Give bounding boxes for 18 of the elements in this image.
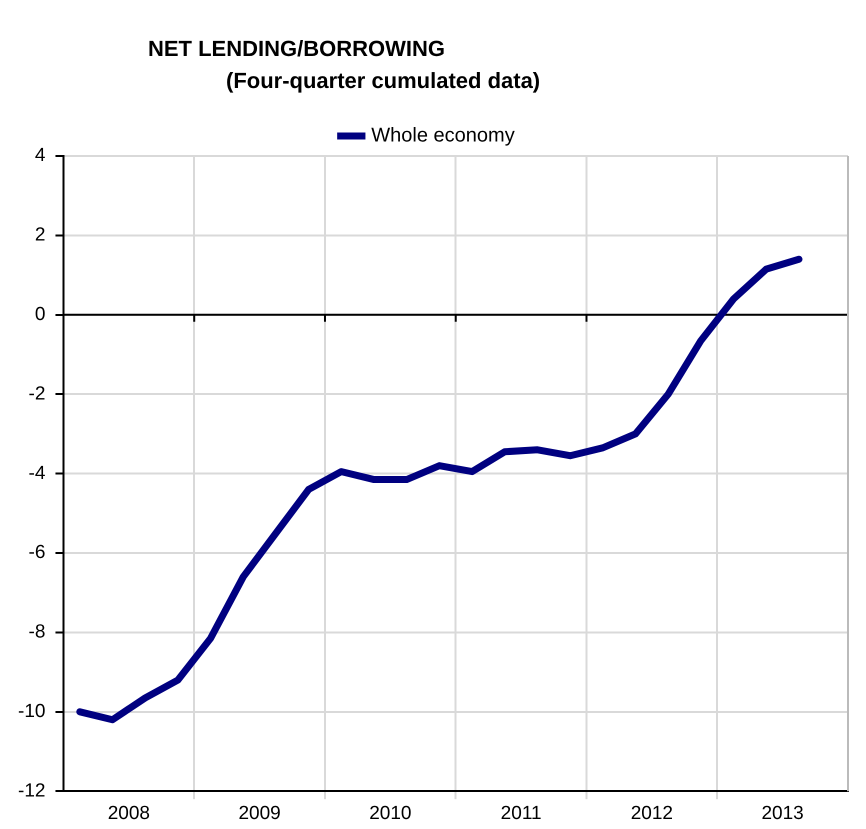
y-tick-label: 0 bbox=[34, 304, 46, 326]
y-tick-label: -10 bbox=[18, 701, 46, 722]
y-tick-label: -12 bbox=[18, 780, 46, 802]
x-tick-label: 2012 bbox=[630, 802, 674, 824]
y-tick-label: -8 bbox=[28, 622, 46, 643]
y-tick-label: -6 bbox=[28, 542, 46, 564]
chart-title: NET LENDING/BORROWING bbox=[147, 35, 446, 62]
y-tick-label: 4 bbox=[34, 145, 46, 166]
x-tick-label: 2009 bbox=[238, 802, 281, 824]
x-tick-label: 2008 bbox=[108, 802, 150, 824]
x-tick-label: 2013 bbox=[761, 802, 804, 824]
x-tick-label: 2010 bbox=[369, 802, 412, 824]
y-tick-label: 2 bbox=[34, 224, 46, 246]
y-tick-label: -2 bbox=[28, 383, 46, 404]
chart-subtitle: (Four-quarter cumulated data) bbox=[225, 67, 542, 94]
y-tick-label: -4 bbox=[28, 462, 46, 484]
legend-label: Whole economy bbox=[371, 124, 515, 147]
x-tick-label: 2011 bbox=[500, 802, 542, 824]
